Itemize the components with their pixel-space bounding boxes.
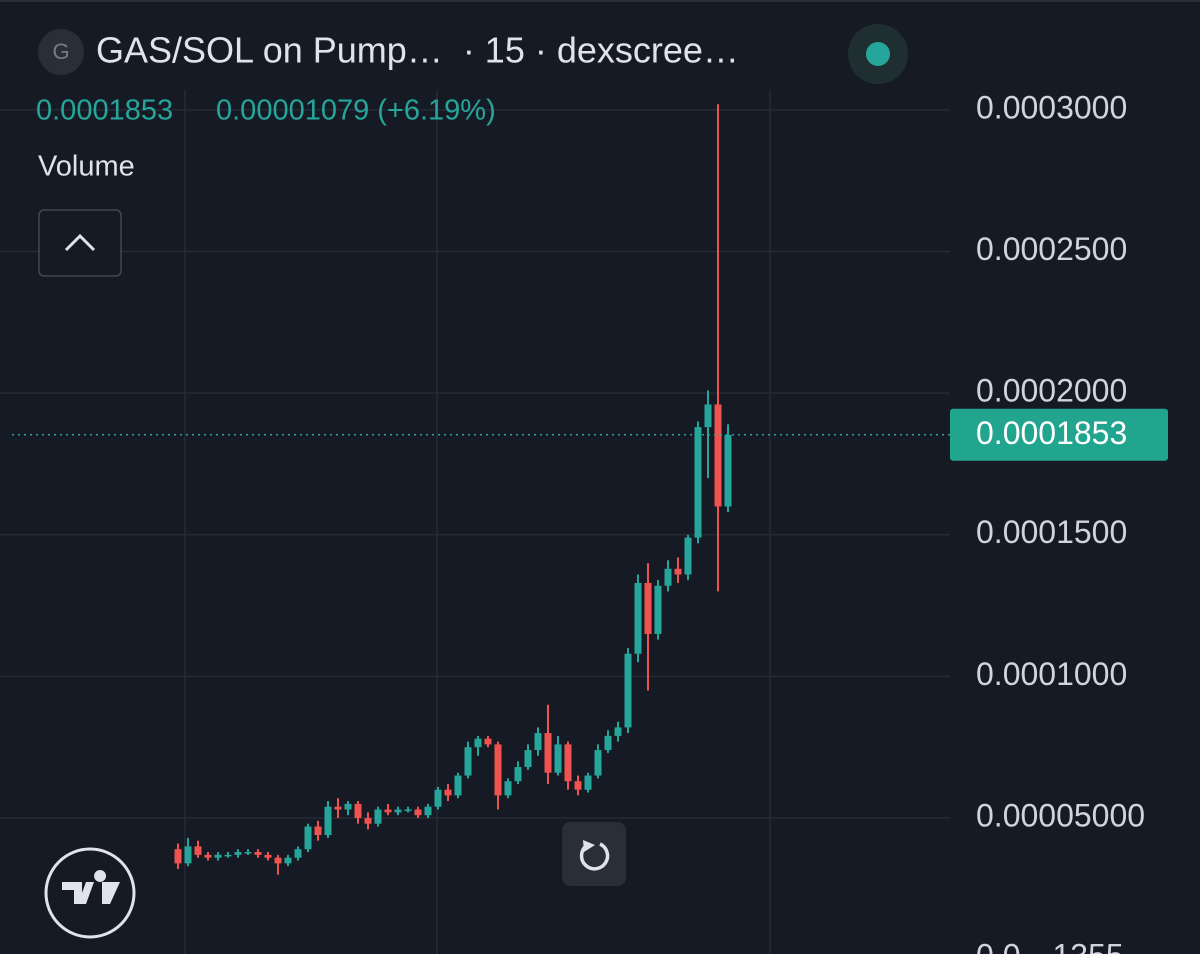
candle-body bbox=[184, 846, 192, 864]
candle-body bbox=[274, 857, 282, 864]
candle-body bbox=[304, 826, 312, 850]
volume-axis-label: 0.0…1355 bbox=[976, 937, 1124, 954]
candle-body bbox=[374, 809, 382, 824]
y-tick-label: 0.0001500 bbox=[976, 514, 1127, 550]
candle-body bbox=[614, 727, 622, 736]
time-grid bbox=[184, 90, 771, 954]
candle-body bbox=[474, 738, 482, 748]
reset-button[interactable] bbox=[562, 822, 626, 886]
candle-body bbox=[604, 735, 612, 751]
reset-icon bbox=[579, 842, 610, 871]
candle-body bbox=[454, 775, 462, 796]
legend-change: 0.00001079 (+6.19%) bbox=[216, 95, 496, 127]
candle-body bbox=[574, 781, 582, 790]
candle-body bbox=[234, 852, 242, 855]
candle-body bbox=[504, 781, 512, 796]
y-tick-label: 0.00005000 bbox=[976, 797, 1145, 833]
chevron-icon bbox=[64, 233, 96, 252]
candle-body bbox=[444, 789, 452, 796]
candle-body bbox=[534, 733, 542, 751]
candle-body bbox=[554, 744, 562, 773]
candle-body bbox=[714, 404, 722, 507]
candle-body bbox=[384, 809, 392, 813]
candle-body bbox=[424, 806, 432, 816]
candle-body bbox=[364, 818, 372, 824]
candle-body bbox=[484, 738, 492, 745]
grid bbox=[0, 109, 950, 819]
last-price-badge bbox=[950, 408, 1168, 461]
legend-close: 0.0001853 bbox=[36, 95, 173, 127]
symbol-letter: G bbox=[52, 39, 69, 64]
candle-body bbox=[434, 789, 442, 807]
logo-mark bbox=[62, 870, 120, 904]
candle-body bbox=[684, 537, 692, 575]
candle-body bbox=[314, 826, 322, 836]
candle-body bbox=[404, 809, 412, 812]
last-price-label: 0.0001853 bbox=[976, 415, 1127, 451]
candle-body bbox=[254, 852, 262, 855]
candles bbox=[12, 104, 950, 875]
y-tick-label: 0.0003000 bbox=[976, 89, 1127, 125]
chart-title[interactable]: GAS/SOL on Pump… · 15 · dexscree… bbox=[96, 30, 739, 71]
candle-body bbox=[284, 857, 292, 864]
candle-body bbox=[634, 582, 642, 654]
candle-body bbox=[264, 854, 272, 858]
collapse-button[interactable] bbox=[38, 209, 122, 277]
candle-body bbox=[664, 568, 672, 586]
symbol-icon bbox=[38, 29, 84, 75]
candle-body bbox=[724, 434, 732, 507]
candle-body bbox=[584, 775, 592, 790]
candle-body bbox=[224, 854, 232, 857]
candle-body bbox=[194, 846, 202, 855]
candle-body bbox=[464, 747, 472, 776]
candle-body bbox=[294, 849, 302, 858]
candle-body bbox=[524, 750, 532, 768]
reset-arrow bbox=[583, 840, 595, 852]
candle-body bbox=[494, 744, 502, 796]
candle-body bbox=[334, 806, 342, 810]
status-dot bbox=[866, 42, 890, 66]
candle-body bbox=[204, 854, 212, 858]
candle-body bbox=[414, 809, 422, 816]
candle-body bbox=[174, 849, 182, 864]
candle-body bbox=[214, 854, 222, 858]
candle-body bbox=[624, 653, 632, 728]
candle-body bbox=[344, 803, 352, 810]
y-tick-label: 0.0002000 bbox=[976, 373, 1127, 409]
candle-body bbox=[654, 585, 662, 634]
candle-body bbox=[704, 404, 712, 428]
candle-body bbox=[694, 427, 702, 538]
candle-body bbox=[324, 806, 332, 836]
indicator-name: Volume bbox=[38, 151, 135, 183]
price-axis: 0.00005000 0.0001000 0.0001500 0.0002000 0.0… bbox=[950, 89, 1168, 954]
y-tick-label: 0.0002500 bbox=[976, 231, 1127, 267]
candle-body bbox=[564, 744, 572, 782]
candle-body bbox=[514, 767, 522, 782]
candle-body bbox=[354, 803, 362, 819]
candle-body bbox=[594, 750, 602, 776]
candle-body bbox=[674, 568, 682, 575]
candle-body bbox=[544, 733, 552, 773]
y-tick-label: 0.0001000 bbox=[976, 656, 1127, 692]
candle-body bbox=[644, 582, 652, 634]
candle-body bbox=[394, 809, 402, 813]
candle-body bbox=[244, 852, 252, 854]
